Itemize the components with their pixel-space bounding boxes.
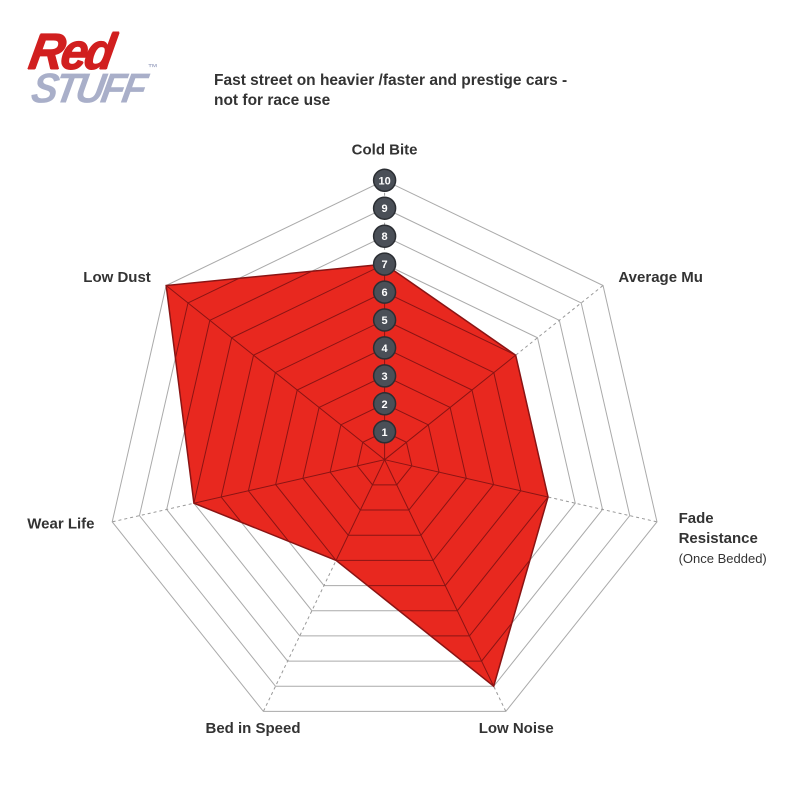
svg-text:Fade: Fade — [679, 510, 714, 527]
svg-text:3: 3 — [382, 371, 388, 383]
svg-text:Low Dust: Low Dust — [83, 269, 151, 286]
svg-text:9: 9 — [382, 203, 388, 215]
svg-text:5: 5 — [382, 315, 388, 327]
svg-text:Resistance: Resistance — [679, 530, 758, 547]
svg-text:10: 10 — [378, 175, 390, 187]
svg-text:Cold Bite: Cold Bite — [352, 141, 418, 158]
svg-text:not for race use: not for race use — [214, 92, 331, 109]
svg-text:2: 2 — [382, 399, 388, 411]
svg-text:Fast street on heavier /faster: Fast street on heavier /faster and prest… — [214, 72, 567, 89]
svg-text:7: 7 — [382, 259, 388, 271]
svg-text:4: 4 — [382, 343, 389, 355]
svg-text:Bed in Speed: Bed in Speed — [205, 720, 300, 737]
svg-text:(Once Bedded): (Once Bedded) — [679, 551, 767, 566]
svg-text:Average Mu: Average Mu — [618, 269, 702, 286]
svg-text:Low Noise: Low Noise — [479, 720, 554, 737]
svg-text:6: 6 — [382, 287, 388, 299]
svg-text:Wear Life: Wear Life — [27, 516, 94, 533]
svg-text:1: 1 — [382, 427, 388, 439]
svg-text:8: 8 — [382, 231, 388, 243]
